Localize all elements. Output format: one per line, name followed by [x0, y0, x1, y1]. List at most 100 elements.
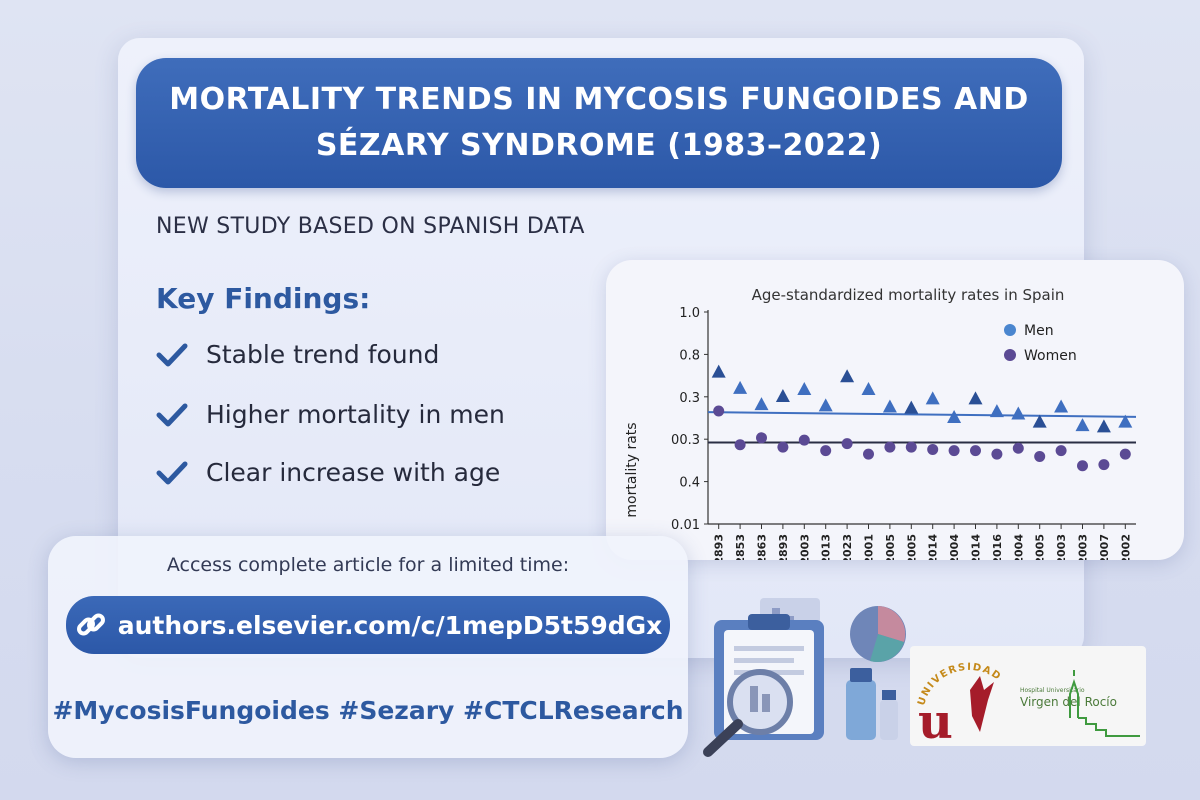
- y-tick-label: 0.8: [679, 348, 700, 363]
- x-tick-label: 2003: [1077, 534, 1090, 560]
- x-tick-label: 2014: [970, 534, 983, 560]
- y-tick-label: 00.3: [671, 433, 700, 448]
- x-tick-label: 2004: [1012, 534, 1025, 560]
- men-point: [861, 382, 876, 396]
- y-tick-label: 0.3: [679, 391, 700, 406]
- men-point: [989, 404, 1004, 418]
- magnifier-icon: [727, 669, 793, 735]
- x-tick-label: 2016: [991, 534, 1004, 560]
- checkmark-icon: [156, 343, 188, 366]
- checkmark-icon: [156, 403, 188, 426]
- men-point: [925, 391, 940, 405]
- legend-marker-men: [1004, 324, 1016, 336]
- article-link[interactable]: authors.elsevier.com/c/1mepD5t59dGx: [66, 596, 670, 654]
- finding-item: Stable trend found: [156, 340, 439, 369]
- university-logo-mark: u: [918, 694, 953, 746]
- women-point: [1034, 450, 1046, 462]
- women-point: [756, 432, 767, 444]
- x-tick-label: 2863: [756, 534, 769, 560]
- logos-svg: UNIVERSIDAD DE SEVILLA u Hospital Univer…: [905, 638, 1140, 750]
- page-title: MORTALITY TRENDS IN MYCOSIS FUNGOIDES AN…: [169, 82, 1029, 163]
- men-point: [1032, 414, 1047, 428]
- women-point: [1055, 445, 1067, 457]
- women-point: [734, 439, 746, 451]
- hospital-logo-line2: Virgen del Rocío: [1020, 695, 1117, 709]
- men-point: [882, 399, 897, 413]
- angel-figure-icon: [970, 676, 994, 732]
- finding-text: Stable trend found: [206, 340, 440, 369]
- women-point: [841, 438, 853, 450]
- x-tick-label: 2023: [841, 534, 854, 560]
- checkmark-icon: [156, 461, 188, 484]
- men-point: [1075, 418, 1090, 432]
- partner-logos: UNIVERSIDAD DE SEVILLA u Hospital Univer…: [905, 638, 1146, 750]
- men-point: [1118, 414, 1133, 428]
- women-point: [884, 441, 896, 453]
- men-point: [818, 398, 833, 412]
- women-point: [863, 448, 874, 460]
- men-point: [947, 410, 962, 423]
- finding-item: Clear increase with age: [156, 458, 500, 487]
- x-tick-label: 2004: [948, 534, 961, 560]
- y-tick-label: 0.4: [679, 476, 700, 491]
- men-point: [797, 382, 812, 396]
- men-point: [1096, 419, 1111, 433]
- legend-label-men: Men: [1024, 323, 1054, 339]
- trend-line-men: [707, 411, 1137, 418]
- x-tick-label: 2893: [713, 534, 726, 560]
- access-text: Access complete article for a limited ti…: [166, 554, 570, 576]
- women-point: [970, 445, 981, 457]
- y-tick-label: 0.01: [671, 518, 700, 533]
- x-tick-label: 2001: [863, 534, 876, 560]
- x-tick-label: 2853: [734, 534, 747, 560]
- men-point: [711, 364, 726, 378]
- x-tick-label: 2013: [820, 534, 833, 560]
- women-point: [777, 441, 789, 453]
- x-tick-label: 2014: [927, 534, 940, 560]
- men-point: [1011, 406, 1026, 420]
- y-axis-label: mortality rats: [624, 422, 640, 517]
- x-tick-label: 2002: [1119, 534, 1132, 560]
- x-tick-label: 2003: [798, 534, 811, 560]
- men-point: [1054, 399, 1069, 413]
- mortality-chart: Age-standardized mortality rates in Spai…: [624, 286, 1137, 560]
- x-tick-label: 2005: [905, 534, 918, 560]
- women-point: [927, 443, 939, 455]
- women-point: [991, 448, 1003, 460]
- women-point: [1012, 442, 1024, 454]
- women-point: [1077, 460, 1088, 472]
- x-tick-label: 2893: [777, 534, 790, 560]
- women-point: [905, 441, 917, 453]
- women-point: [1119, 448, 1131, 460]
- men-point: [968, 391, 983, 405]
- title-banner: MORTALITY TRENDS IN MYCOSIS FUNGOIDES AN…: [136, 58, 1062, 188]
- chart-title: Age-standardized mortality rates in Spai…: [752, 286, 1065, 304]
- hospital-logo-line1: Hospital Universitario: [1020, 687, 1085, 694]
- x-tick-label: 2007: [1098, 534, 1111, 560]
- subtitle: NEW STUDY BASED ON SPANISH DATA: [156, 214, 585, 239]
- chart-legend: Men Women: [1004, 323, 1077, 364]
- women-point: [820, 445, 832, 457]
- research-illustration: [703, 598, 906, 757]
- x-tick-label: 2005: [884, 534, 897, 560]
- men-point: [840, 369, 855, 383]
- finding-text: Clear increase with age: [206, 458, 501, 487]
- men-point: [754, 397, 769, 411]
- vial-icon: [846, 668, 898, 740]
- link-icon: [76, 613, 105, 636]
- men-point: [733, 380, 748, 394]
- men-point: [904, 400, 919, 414]
- access-card: Access complete article for a limited ti…: [48, 536, 688, 758]
- women-point: [948, 445, 960, 457]
- article-link-text: authors.elsevier.com/c/1mepD5t59dGx: [117, 610, 663, 640]
- pie-chart-icon: [850, 606, 906, 662]
- finding-text: Higher mortality in men: [206, 400, 505, 429]
- men-point: [775, 389, 790, 403]
- finding-item: Higher mortality in men: [156, 400, 505, 429]
- x-tick-label: 2003: [1055, 534, 1068, 560]
- hashtags: #MycosisFungoides #Sezary #CTCLResearch: [52, 696, 684, 725]
- key-findings-heading: Key Findings:: [156, 282, 371, 315]
- women-point: [713, 405, 725, 417]
- y-tick-label: 1.0: [679, 306, 700, 321]
- chart-panel: Age-standardized mortality rates in Spai…: [606, 260, 1184, 560]
